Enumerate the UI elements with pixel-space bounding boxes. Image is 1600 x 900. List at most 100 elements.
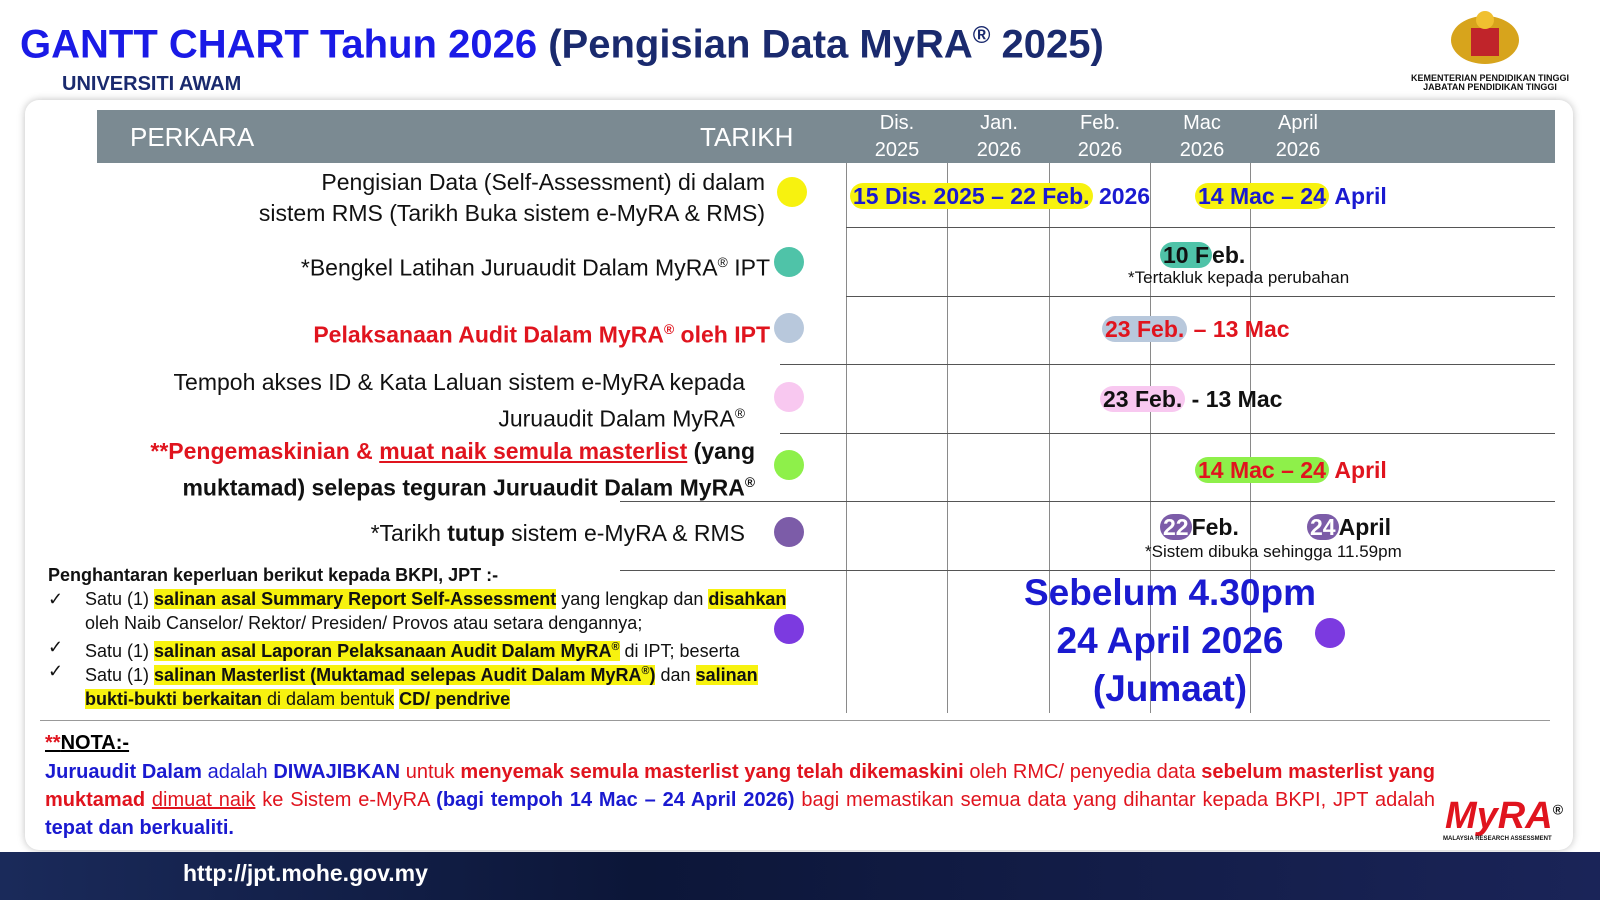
nota-seg: sebelum masterlist yang muktamad <box>45 761 1436 811</box>
row-line <box>620 501 1555 502</box>
item-text: salinan asal Summary Report Self-Assessm… <box>154 589 557 609</box>
header-item: PERKARA <box>130 122 255 152</box>
reg-mark: ® <box>663 322 675 337</box>
month-year: 2026 <box>1275 139 1321 161</box>
item-line: sistem RMS (Tarikh Buka sistem e-MyRA & … <box>258 200 765 226</box>
row-line <box>780 433 1555 434</box>
col-line <box>1150 163 1151 713</box>
date-range: April <box>1334 183 1387 209</box>
item-text: Pelaksanaan Audit Dalam MyRA <box>313 321 664 348</box>
date: April <box>1338 514 1391 540</box>
item-text: Satu (1) <box>85 589 150 609</box>
item-line: Pengisian Data (Self-Assessment) di dala… <box>321 169 765 195</box>
item-text: *Tarikh <box>370 520 441 546</box>
nota-seg: untuk <box>405 761 455 783</box>
crest <box>1451 11 1519 64</box>
item-text: sistem e-MyRA & RMS <box>511 520 745 546</box>
row-item: Pelaksanaan Audit Dalam MyRA® oleh IPT <box>313 314 770 351</box>
deadline: 24 April 2026 <box>1056 620 1284 661</box>
nota-label: **NOTA:- <box>45 732 129 755</box>
submission-item: Satu (1) salinan asal Summary Report Sel… <box>48 587 848 635</box>
dot <box>774 450 804 480</box>
row-item: **Pengemaskinian & muat naik semula mast… <box>150 436 755 504</box>
item-text: muktamad) selepas teguran Juruaudit Dala… <box>182 474 745 501</box>
dot <box>774 247 804 277</box>
nota-seg: Juruaudit Dalam <box>45 761 202 783</box>
row-dates: 23 Feb. - 13 Mac <box>1100 386 1282 413</box>
row-dates: 24 April <box>1307 514 1391 541</box>
nota-text: Juruaudit Dalam adalah DIWAJIBKAN untuk … <box>45 758 1435 842</box>
item-text: tutup <box>447 520 505 546</box>
dot <box>777 177 807 207</box>
row-line <box>846 296 1555 297</box>
item-text: IPT <box>734 254 770 281</box>
date: 24 <box>1307 514 1339 540</box>
col-line <box>846 163 847 713</box>
item-text: di dalam bentuk <box>267 689 395 709</box>
month: Jan. 2026 <box>949 110 1049 164</box>
footer-url[interactable]: http://jpt.mohe.gov.my <box>183 860 428 886</box>
title: GANTT CHART Tahun 2026 (Pengisian Data M… <box>20 22 1104 67</box>
month-name: April <box>1277 112 1318 134</box>
row-line <box>780 364 1555 365</box>
header-date: TARIKH <box>700 122 794 152</box>
reg-mark: ® <box>641 665 650 677</box>
col-line <box>1049 163 1050 713</box>
subtitle: UNIVERSITI AWAM <box>62 73 242 95</box>
item-text: salinan Masterlist (Muktamad selepas Aud… <box>154 665 642 685</box>
row-line <box>846 227 1555 228</box>
reg-mark: ® <box>611 641 620 653</box>
reg-mark: ® <box>1552 801 1564 818</box>
date-range: 23 Feb. <box>1102 316 1188 342</box>
item-text: Satu (1) <box>85 641 150 661</box>
logo: MyRA® <box>1445 795 1563 838</box>
submission-heading: Penghantaran keperluan berikut kepada BK… <box>48 565 499 585</box>
month-year: 2026 <box>976 139 1022 161</box>
nota-seg: tepat dan berkualiti. <box>45 817 234 839</box>
title-main: GANTT CHART Tahun 2026 <box>20 22 538 67</box>
month: Mac 2026 <box>1152 110 1252 164</box>
title-end: 2025) <box>1001 22 1104 67</box>
date-range: April <box>1334 457 1387 483</box>
item-text: (yang <box>693 438 755 464</box>
item-text: salinan <box>695 665 758 685</box>
row-item: *Bengkel Latihan Juruaudit Dalam MyRA® I… <box>301 247 770 284</box>
row-item: *Tarikh tutup sistem e-MyRA & RMS <box>371 518 745 549</box>
month: Feb. 2026 <box>1050 110 1150 164</box>
header-bar <box>97 110 1555 163</box>
item-text: **Pengemaskinian & <box>150 438 380 464</box>
item-text: oleh IPT <box>680 321 770 348</box>
dot <box>774 517 804 547</box>
month-name: Feb. <box>1079 112 1121 134</box>
nota-title: NOTA:- <box>60 732 130 754</box>
nota-seg: ke Sistem e-MyRA <box>262 789 430 811</box>
ministry: KEMENTERIAN PENDIDIKAN TINGGI JABATAN PE… <box>1395 74 1585 92</box>
item-text: *Bengkel Latihan Juruaudit Dalam MyRA <box>300 254 718 281</box>
title-sub: (Pengisian Data MyRA <box>548 22 973 67</box>
month-name: Mac <box>1183 112 1221 134</box>
col-line <box>947 163 948 713</box>
reg-mark: ® <box>972 22 991 49</box>
item-text: Juruaudit Dalam MyRA <box>498 405 735 432</box>
footer <box>0 852 1600 900</box>
nota-seg: DIWAJIBKAN <box>273 761 401 783</box>
item-text: ) <box>649 665 656 685</box>
date-range: – 13 Mac <box>1193 316 1290 342</box>
note: *Sistem dibuka sehingga 11.59pm <box>1145 542 1402 561</box>
item-line: Tempoh akses ID & Kata Laluan sistem e-M… <box>173 369 745 395</box>
nota-stars: ** <box>45 732 61 754</box>
col-line <box>1250 163 1251 713</box>
date-range: 10 F <box>1160 242 1213 268</box>
logo-text: MyRA <box>1445 795 1553 837</box>
month-name: Jan. <box>980 112 1018 134</box>
nota-seg: adalah <box>207 761 268 783</box>
item-text: dan <box>660 665 691 685</box>
row-dates: 14 Mac – 24 April <box>1195 457 1387 484</box>
item-text: salinan asal Laporan Pelaksanaan Audit D… <box>154 641 612 661</box>
date-range: - 13 Mac <box>1191 386 1283 412</box>
item-text: di IPT; beserta <box>624 641 740 661</box>
month-name: Dis. <box>879 112 915 134</box>
dot <box>774 614 804 644</box>
reg-mark: ® <box>744 475 755 490</box>
